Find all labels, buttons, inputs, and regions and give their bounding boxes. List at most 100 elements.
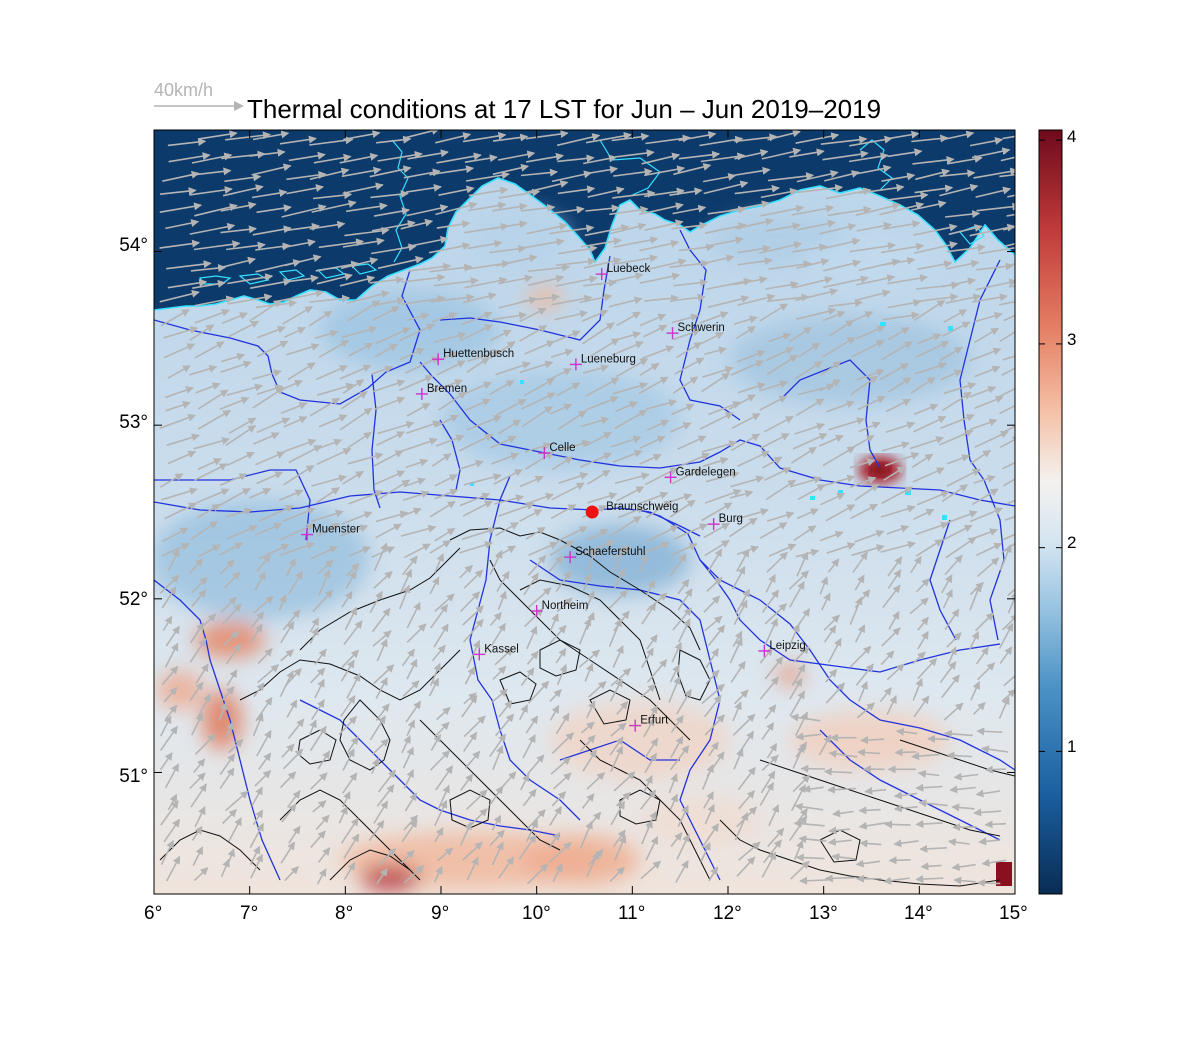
wind-arrow xyxy=(969,507,1004,523)
wind-arrow xyxy=(528,274,565,287)
wind-arrow xyxy=(161,665,179,686)
wind-arrow xyxy=(495,254,538,267)
wind-arrow xyxy=(434,527,456,542)
wind-arrow xyxy=(881,341,913,361)
wind-arrow xyxy=(579,452,613,469)
wind-arrow xyxy=(858,183,905,194)
wind-arrow xyxy=(951,803,975,812)
wind-arrow xyxy=(406,719,415,737)
wind-arrow xyxy=(832,809,854,818)
wind-arrow xyxy=(1004,242,1015,247)
wind-arrow xyxy=(464,154,498,163)
wind-arrow xyxy=(228,817,242,842)
wind-arrow xyxy=(255,554,271,573)
wind-arrow xyxy=(914,362,948,375)
wind-arrow xyxy=(1007,590,1015,614)
wind-arrow xyxy=(790,784,806,812)
wind-arrow xyxy=(491,452,520,465)
wind-arrow xyxy=(466,639,481,669)
wind-arrow xyxy=(823,259,861,272)
wind-arrow xyxy=(406,601,421,629)
wind-arrow xyxy=(371,738,390,755)
wind-arrow xyxy=(587,469,611,485)
wind-arrow xyxy=(798,342,821,358)
wind-arrow xyxy=(489,611,502,626)
wind-arrow xyxy=(858,821,888,830)
wind-arrow xyxy=(730,660,746,683)
wind-arrow xyxy=(998,300,1015,306)
wind-arrow xyxy=(253,682,265,698)
wind-arrow xyxy=(228,739,244,754)
wind-arrow xyxy=(459,492,491,507)
wind-arrow xyxy=(645,500,673,519)
wind-arrow xyxy=(159,725,178,751)
wind-arrow xyxy=(438,185,475,196)
wind-arrow xyxy=(492,202,528,212)
wind-arrow xyxy=(917,630,929,650)
wind-arrow xyxy=(820,592,831,611)
wind-arrow xyxy=(911,134,949,143)
wind-arrow xyxy=(315,814,330,831)
wind-arrow xyxy=(855,202,901,216)
wind-arrow xyxy=(498,188,541,199)
wind-arrow xyxy=(707,624,726,647)
wind-arrow xyxy=(766,742,778,759)
wind-arrow xyxy=(377,150,423,162)
wind-arrow xyxy=(792,433,828,450)
wind-arrow xyxy=(823,625,837,643)
wind-arrow xyxy=(280,523,316,541)
wind-arrow xyxy=(975,278,1015,291)
wind-arrow xyxy=(343,130,381,141)
wind-arrow xyxy=(308,310,333,327)
wind-arrow xyxy=(190,783,207,808)
wind-arrow xyxy=(250,278,292,289)
wind-arrow xyxy=(256,417,291,434)
wind-arrow xyxy=(644,258,687,271)
wind-arrow xyxy=(857,395,886,411)
wind-arrow xyxy=(802,785,824,793)
wind-arrow xyxy=(222,184,264,197)
wind-arrow xyxy=(645,134,691,145)
wind-arrow xyxy=(668,675,681,703)
wind-arrow xyxy=(969,347,1002,362)
wind-arrow xyxy=(912,156,955,165)
wind-arrow xyxy=(789,623,800,645)
wind-arrow xyxy=(194,203,238,217)
wind-arrow xyxy=(433,623,449,648)
wind-arrow xyxy=(489,435,517,449)
wind-arrow xyxy=(643,775,653,793)
wind-arrow xyxy=(341,166,382,178)
wind-arrow xyxy=(342,182,384,195)
wind-arrow xyxy=(556,597,573,613)
wind-arrow xyxy=(463,731,478,752)
wind-arrow xyxy=(435,132,472,144)
wind-arrow xyxy=(972,701,986,715)
wind-arrow xyxy=(909,597,929,615)
wind-arrow xyxy=(371,365,394,376)
wind-arrow xyxy=(615,149,655,158)
wind-arrow xyxy=(677,804,689,827)
wind-arrow xyxy=(939,661,957,683)
wind-arrow xyxy=(318,339,350,358)
wind-arrow xyxy=(699,254,735,265)
wind-arrow xyxy=(639,313,667,327)
wind-arrow xyxy=(765,574,776,593)
wind-arrow xyxy=(854,164,892,175)
wind-arrow xyxy=(191,589,207,608)
wind-arrow xyxy=(764,704,777,720)
wind-arrow xyxy=(735,508,769,521)
wind-arrow xyxy=(828,749,858,758)
wind-arrow xyxy=(583,279,617,288)
wind-arrow xyxy=(435,434,465,447)
wind-reference-label: 40km/h xyxy=(154,80,214,100)
colorbar-tick-label: 3 xyxy=(1067,330,1077,349)
wind-arrow xyxy=(582,749,597,772)
wind-arrow xyxy=(893,791,918,800)
wind-arrow xyxy=(282,609,301,631)
wind-arrow xyxy=(288,444,322,464)
wind-arrow xyxy=(438,391,467,411)
wind-arrow xyxy=(284,274,319,283)
wind-arrow xyxy=(828,299,863,308)
rivers xyxy=(154,229,1015,881)
wind-arrow xyxy=(671,313,699,324)
